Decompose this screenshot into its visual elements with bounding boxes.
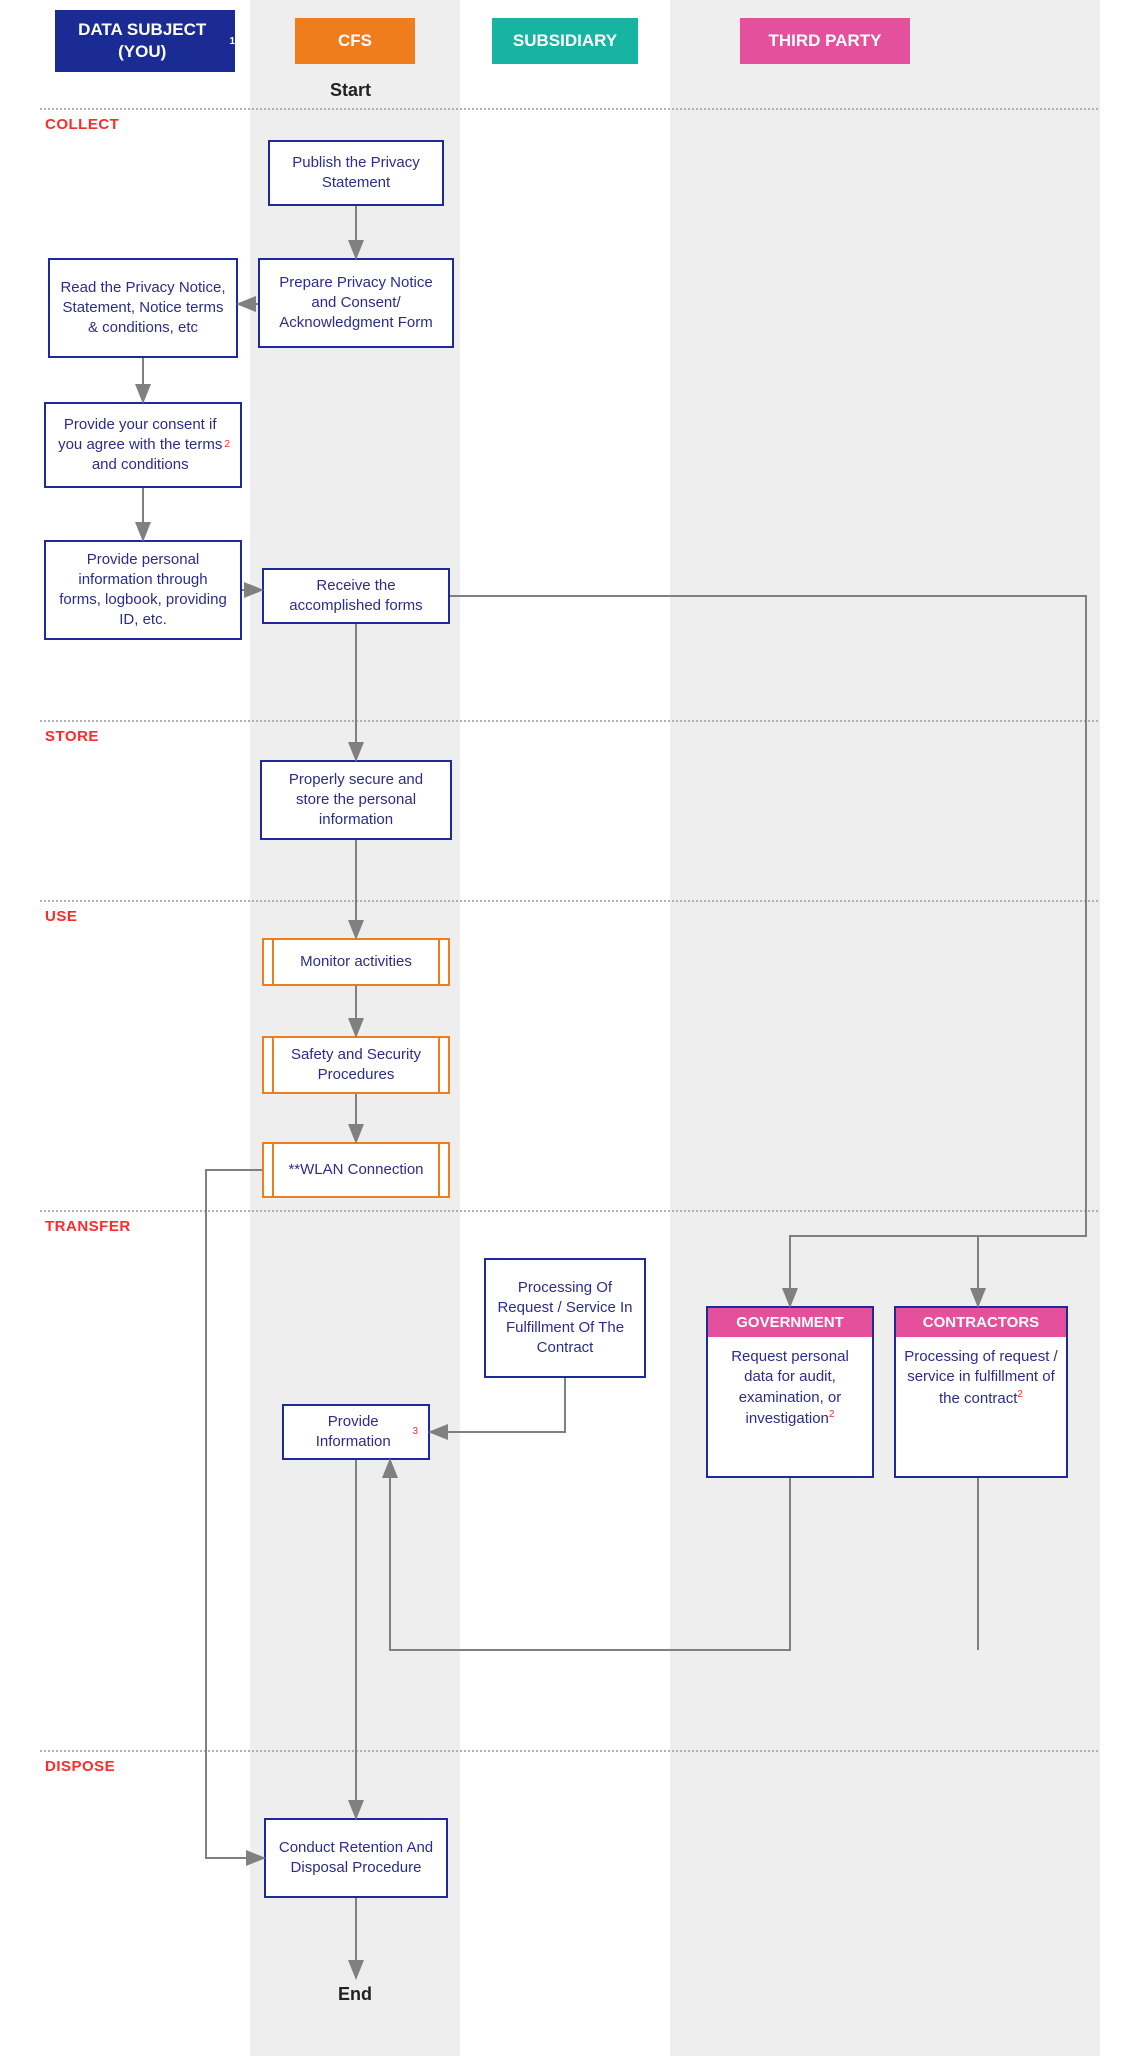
flow-node: Safety and Security Procedures [262, 1036, 450, 1094]
flow-node: Processing Of Request / Service In Fulfi… [484, 1258, 646, 1378]
section-divider [40, 720, 1098, 722]
flow-node: Conduct Retention And Disposal Procedure [264, 1818, 448, 1898]
end-label: End [338, 1984, 372, 2005]
section-divider [40, 1750, 1098, 1752]
flow-node: Provide your consent if you agree with t… [44, 402, 242, 488]
flow-node: Provide Information3 [282, 1404, 430, 1460]
flow-node: Publish the Privacy Statement [268, 140, 444, 206]
section-divider [40, 108, 1098, 110]
lane-header: SUBSIDIARY [492, 18, 638, 64]
third-party-node: CONTRACTORSProcessing of request / servi… [894, 1306, 1068, 1478]
lane-sub [460, 0, 670, 2056]
third-party-node: GOVERNMENTRequest personal data for audi… [706, 1306, 874, 1478]
section-label-collect: COLLECT [45, 116, 119, 133]
section-label-dispose: DISPOSE [45, 1758, 115, 1775]
lane-header: DATA SUBJECT (YOU)1 [55, 10, 235, 72]
flow-node: Receive the accomplished forms [262, 568, 450, 624]
flow-node: Provide personal information through for… [44, 540, 242, 640]
start-label: Start [330, 80, 371, 101]
third-party-header: CONTRACTORS [896, 1308, 1066, 1337]
section-label-use: USE [45, 908, 77, 925]
section-divider [40, 900, 1098, 902]
flow-node: Read the Privacy Notice, Statement, Noti… [48, 258, 238, 358]
section-divider [40, 1210, 1098, 1212]
flowchart-canvas: COLLECT STORE USE TRANSFER DISPOSE DATA SUBJE… [0, 0, 1138, 2056]
section-label-store: STORE [45, 728, 99, 745]
third-party-body: Request personal data for audit, examina… [708, 1337, 872, 1439]
lane-header: CFS [295, 18, 415, 64]
flow-node: Monitor activities [262, 938, 450, 986]
third-party-body: Processing of request / service in fulfi… [896, 1337, 1066, 1419]
flow-node: Properly secure and store the personal i… [260, 760, 452, 840]
section-label-transfer: TRANSFER [45, 1218, 131, 1235]
flow-node: Prepare Privacy Notice and Consent/ Ackn… [258, 258, 454, 348]
lane-header: THIRD PARTY [740, 18, 910, 64]
flow-node: **WLAN Connection [262, 1142, 450, 1198]
third-party-header: GOVERNMENT [708, 1308, 872, 1337]
lane-tp [670, 0, 1100, 2056]
